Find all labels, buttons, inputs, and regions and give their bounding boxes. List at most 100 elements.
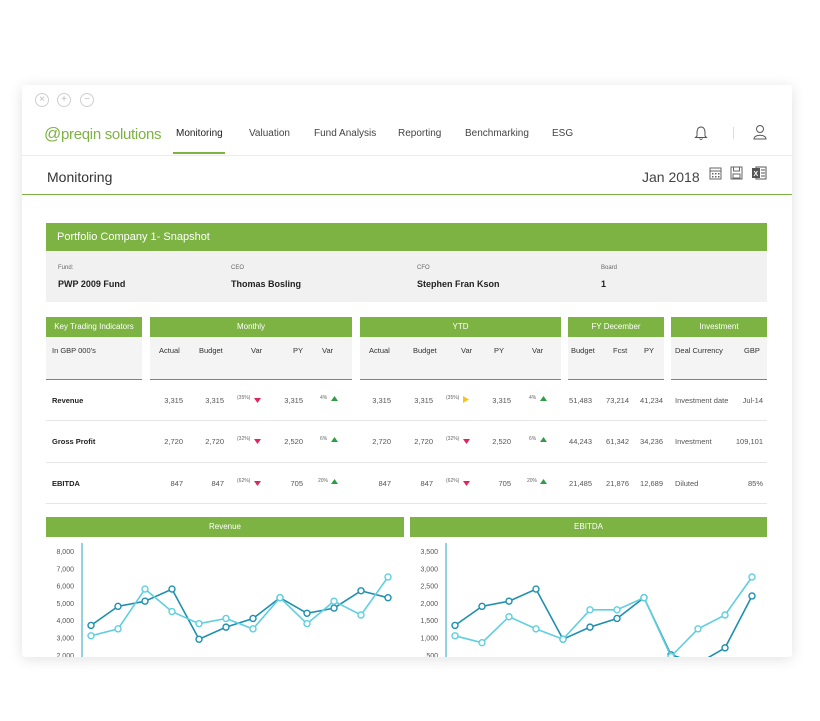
data-point (87, 632, 95, 640)
nav-fund-analysis[interactable]: Fund Analysis (314, 128, 377, 139)
data-point (87, 621, 95, 630)
fy-py: 41,234 (640, 396, 663, 405)
col-gbp: GBP (744, 346, 760, 355)
data-point (330, 597, 338, 605)
data-point (478, 638, 486, 647)
col-deal-currency: Deal Currency (675, 346, 723, 355)
calendar-icon[interactable] (709, 166, 722, 180)
nav-divider (733, 127, 734, 139)
ytd-budget: 847 (420, 479, 433, 488)
ytd-var-pct: (62%) (446, 478, 460, 484)
data-point (222, 614, 230, 623)
row-label: Gross Profit (52, 437, 96, 446)
data-point (721, 644, 729, 652)
data-point (222, 623, 230, 631)
data-point (114, 625, 122, 633)
y-tick-label: 7,000 (56, 566, 74, 573)
series-line (90, 576, 389, 637)
data-point (586, 623, 594, 631)
col-fy-py: PY (644, 346, 655, 355)
fund-value: PWP 2009 Fund (58, 279, 126, 289)
ytd-var2-pct: 20% (527, 478, 538, 484)
nav-valuation[interactable]: Valuation (249, 128, 290, 139)
y-tick-label: 3,500 (420, 549, 438, 556)
monthly-actual: 3,315 (164, 396, 183, 405)
monthly-budget: 3,315 (205, 396, 224, 405)
user-icon[interactable] (753, 124, 767, 140)
minimize-window-icon[interactable]: − (80, 93, 94, 107)
data-point (357, 587, 365, 595)
col-monthly-var: Var (251, 346, 263, 355)
brand-logo[interactable]: @preqin solutions (44, 124, 162, 143)
up-arrow-icon (540, 396, 547, 401)
row-label: Revenue (52, 396, 84, 405)
investment-subheader (671, 337, 767, 379)
series-line (454, 576, 753, 657)
excel-export-icon[interactable]: X (751, 165, 767, 181)
header-divider (671, 379, 767, 380)
y-tick-label: 6,000 (56, 584, 74, 591)
investment-label: Investment date (675, 396, 729, 405)
fy-budget: 21,485 (569, 479, 592, 488)
fy-fcst: 61,342 (606, 437, 629, 446)
revenue-chart-header: Revenue (46, 517, 404, 537)
data-point (114, 602, 122, 611)
active-nav-indicator (173, 152, 225, 154)
fy-budget: 44,243 (569, 437, 592, 446)
col-fy-fcst: Fcst (613, 346, 628, 355)
col-monthly-actual: Actual (159, 346, 180, 355)
ytd-header: YTD (360, 317, 561, 337)
monthly-py: 3,315 (284, 396, 303, 405)
revenue-chart: 8,000 7,000 6,000 5,000 4,000 3,000 2,000 (56, 543, 392, 657)
col-ytd-var2: Var (532, 346, 544, 355)
data-point (330, 604, 338, 612)
row-divider (46, 462, 767, 463)
svg-text:X: X (754, 171, 759, 178)
down-arrow-icon (463, 481, 470, 486)
col-ytd-var: Var (461, 346, 473, 355)
nav-monitoring[interactable]: Monitoring (176, 128, 223, 139)
nav-reporting[interactable]: Reporting (398, 128, 442, 139)
date-selector[interactable]: Jan 2018 (642, 169, 700, 185)
y-tick-label: 3,000 (420, 566, 438, 573)
investment-value: Jul-14 (742, 396, 763, 405)
data-point (195, 619, 203, 628)
investment-header: Investment (671, 317, 767, 337)
ceo-value: Thomas Bosling (231, 279, 302, 289)
nav-esg[interactable]: ESG (552, 128, 574, 139)
down-arrow-icon (254, 481, 261, 486)
header-divider (150, 379, 352, 380)
ytd-actual: 3,315 (372, 396, 391, 405)
col-fy-budget: Budget (571, 346, 595, 355)
add-window-icon[interactable]: + (57, 93, 71, 107)
fy-subheader (568, 337, 664, 379)
monthly-var2-pct: 6% (320, 436, 328, 442)
ytd-actual: 2,720 (372, 437, 391, 446)
monthly-budget: 2,720 (205, 437, 224, 446)
fy-fcst: 73,214 (606, 396, 629, 405)
nav-benchmarking[interactable]: Benchmarking (465, 128, 529, 139)
ytd-py: 705 (498, 479, 511, 488)
data-point (249, 625, 257, 633)
ytd-budget: 2,720 (414, 437, 433, 446)
fy-budget: 51,483 (569, 396, 592, 405)
col-monthly-var2: Var (322, 346, 334, 355)
y-tick-label: 8,000 (56, 549, 74, 556)
header-divider (360, 379, 561, 380)
monthly-header: Monthly (150, 317, 352, 337)
close-window-icon[interactable]: × (35, 93, 49, 107)
data-point (141, 585, 149, 593)
data-point (357, 611, 365, 619)
row-divider (46, 420, 767, 421)
data-point (748, 573, 756, 581)
bell-icon[interactable] (694, 125, 708, 141)
ytd-var-pct: (32%) (446, 436, 460, 442)
header-divider (568, 379, 664, 380)
up-arrow-icon (331, 479, 338, 484)
save-icon[interactable] (730, 166, 743, 180)
fy-py: 12,689 (640, 479, 663, 488)
window-titlebar: × + − (22, 85, 792, 113)
monthly-var-pct: (32%) (237, 436, 251, 442)
investment-label: Diluted (675, 479, 699, 488)
ytd-py: 3,315 (492, 396, 511, 405)
